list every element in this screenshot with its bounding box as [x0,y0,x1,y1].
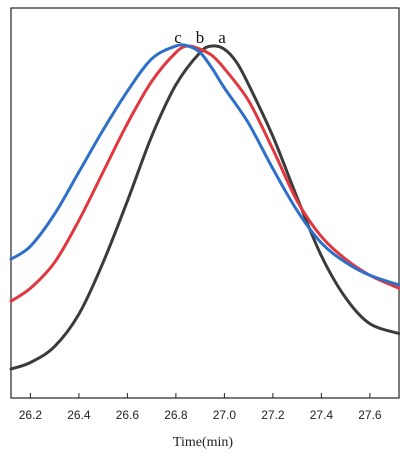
x-tick-label: 26.2 [19,408,43,422]
curve-label-a: a [218,28,226,47]
x-tick-label: 26.4 [67,408,91,422]
x-axis: 26.2 26.4 26.6 26.8 27.0 27.2 27.4 27.6 [19,393,382,422]
plot-border [10,7,400,399]
curve-label-c: c [174,28,182,47]
curve-label-b: b [196,28,205,47]
series-curves [9,43,400,371]
x-tick-label: 27.4 [310,408,334,422]
series-c-line [9,43,400,287]
series-a-line [9,44,400,371]
x-axis-title: Time(min) [173,435,233,450]
x-tick-label: 27.2 [261,408,285,422]
series-b-line [9,44,400,303]
x-tick-label: 26.8 [164,408,188,422]
x-tick-label: 26.6 [116,408,140,422]
x-tick-label: 27.0 [213,408,237,422]
plot-frame [10,7,400,399]
x-tick-label: 27.6 [358,408,382,422]
